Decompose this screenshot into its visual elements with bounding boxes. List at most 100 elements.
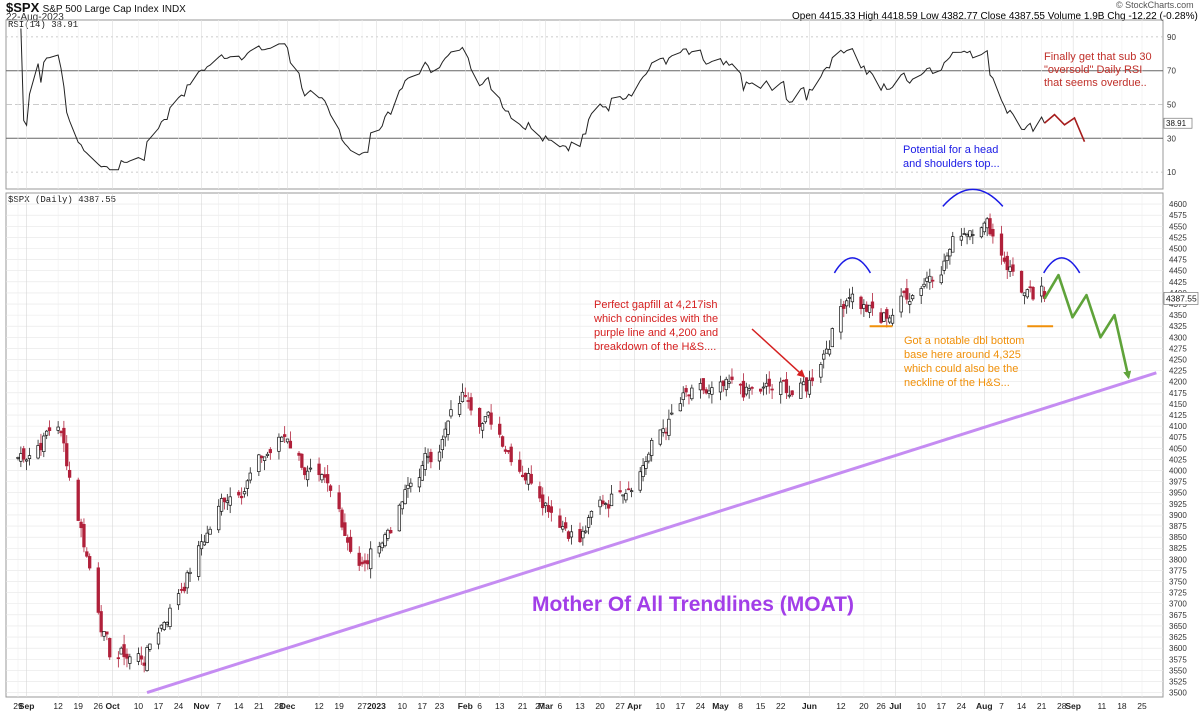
candle-body — [217, 505, 221, 531]
rsi-oversold-note: Finally get that sub 30 "oversold" Daily… — [1044, 51, 1152, 90]
price-tick-label: 3525 — [1169, 677, 1187, 686]
x-tick-label: 21 — [1037, 701, 1047, 711]
price-candle — [928, 268, 932, 290]
price-candle — [908, 293, 912, 314]
candle-body — [641, 465, 645, 477]
price-candle — [982, 221, 986, 235]
candle-body — [202, 541, 207, 546]
price-tick-label: 4575 — [1169, 211, 1187, 220]
price-tick-label: 4100 — [1169, 422, 1187, 431]
candle-body — [108, 638, 112, 658]
x-tick-label: 14 — [234, 701, 244, 711]
price-tick-label: 3650 — [1169, 622, 1187, 631]
x-tick-label: 21 — [254, 701, 264, 711]
price-candle — [681, 386, 685, 407]
price-candle — [360, 556, 364, 567]
x-tick-label: 17 — [154, 701, 164, 711]
price-tick-label: 4500 — [1169, 245, 1187, 254]
price-tick-label: 4125 — [1169, 411, 1187, 420]
price-candle — [979, 226, 984, 239]
moat-title: Mother Of All Trendlines (MOAT) — [532, 593, 854, 616]
hs-note-line-1: Potential for a head — [903, 144, 999, 156]
price-candle — [142, 656, 146, 673]
candle-body — [1008, 266, 1012, 272]
rsi-tick-label: 50 — [1167, 101, 1176, 110]
candle-body — [607, 504, 611, 509]
candle-body — [139, 655, 143, 660]
candle-body — [348, 536, 353, 552]
price-candle — [82, 518, 86, 553]
price-tick-label: 3975 — [1169, 478, 1187, 487]
price-candle — [824, 340, 829, 354]
candle-body — [317, 463, 321, 476]
price-candle — [219, 493, 224, 516]
candle-body — [308, 467, 313, 470]
price-tick-label: 4025 — [1169, 455, 1187, 464]
candle-body — [377, 546, 381, 554]
candle-body — [1002, 257, 1007, 262]
x-tick-label: 19 — [334, 701, 344, 711]
x-tick-label: 12 — [53, 701, 63, 711]
price-candle — [1005, 251, 1009, 279]
price-candle — [664, 427, 668, 441]
candle-body — [822, 353, 826, 360]
price-candle — [710, 381, 714, 404]
candle-body — [500, 436, 505, 447]
price-candle — [285, 438, 290, 444]
candle-body — [39, 442, 43, 451]
candle-body — [248, 472, 252, 481]
price-candle — [437, 444, 442, 470]
x-tick-label: 6 — [558, 701, 563, 711]
candle-body — [621, 494, 625, 497]
candle-body — [899, 295, 903, 313]
candle-body — [564, 522, 568, 529]
candle-body — [503, 449, 508, 452]
candle-body — [19, 453, 23, 462]
price-candle — [47, 420, 52, 436]
price-tick-label: 3675 — [1169, 611, 1187, 620]
gap-note-line-4: breakdown of the H&S.... — [594, 341, 717, 353]
candle-body — [618, 490, 622, 493]
price-candle — [962, 227, 966, 235]
candle-body — [357, 552, 361, 566]
price-candle — [19, 446, 23, 468]
price-candle — [589, 510, 594, 525]
price-candle — [165, 621, 169, 628]
price-candle — [139, 646, 143, 665]
candle-body — [409, 482, 413, 487]
candle-body — [380, 542, 384, 549]
hs-left-shoulder-arc — [833, 257, 872, 274]
price-candle — [965, 232, 969, 245]
x-tick-label: 26 — [876, 701, 886, 711]
x-tick-label: Feb — [458, 701, 473, 711]
price-candle — [480, 422, 485, 439]
candle-body — [443, 428, 447, 438]
price-candle — [566, 530, 571, 542]
x-tick-label: 12 — [314, 701, 324, 711]
candle-body — [888, 317, 892, 323]
price-candle — [36, 439, 40, 460]
candle-body — [116, 657, 121, 660]
candle-body — [386, 529, 390, 539]
rsi-last-badge-text: 38.91 — [1166, 119, 1187, 128]
price-candle — [45, 429, 49, 440]
candle-body — [945, 255, 949, 262]
price-candle — [179, 582, 184, 594]
candle-body — [601, 500, 605, 505]
candle-body — [859, 296, 863, 310]
price-candle — [429, 448, 433, 469]
candle-body — [784, 379, 789, 394]
candle-body — [498, 423, 502, 435]
price-candle — [116, 651, 121, 668]
price-candle — [76, 477, 80, 522]
price-candle — [257, 453, 261, 477]
price-candle — [369, 541, 373, 579]
rsi-tick-label: 10 — [1167, 168, 1176, 177]
candle-body — [105, 631, 109, 635]
x-tick-label: 13 — [495, 701, 505, 711]
candle-body — [928, 275, 932, 283]
candle-body — [62, 427, 66, 444]
candle-body — [76, 479, 80, 521]
price-candle — [890, 308, 895, 326]
